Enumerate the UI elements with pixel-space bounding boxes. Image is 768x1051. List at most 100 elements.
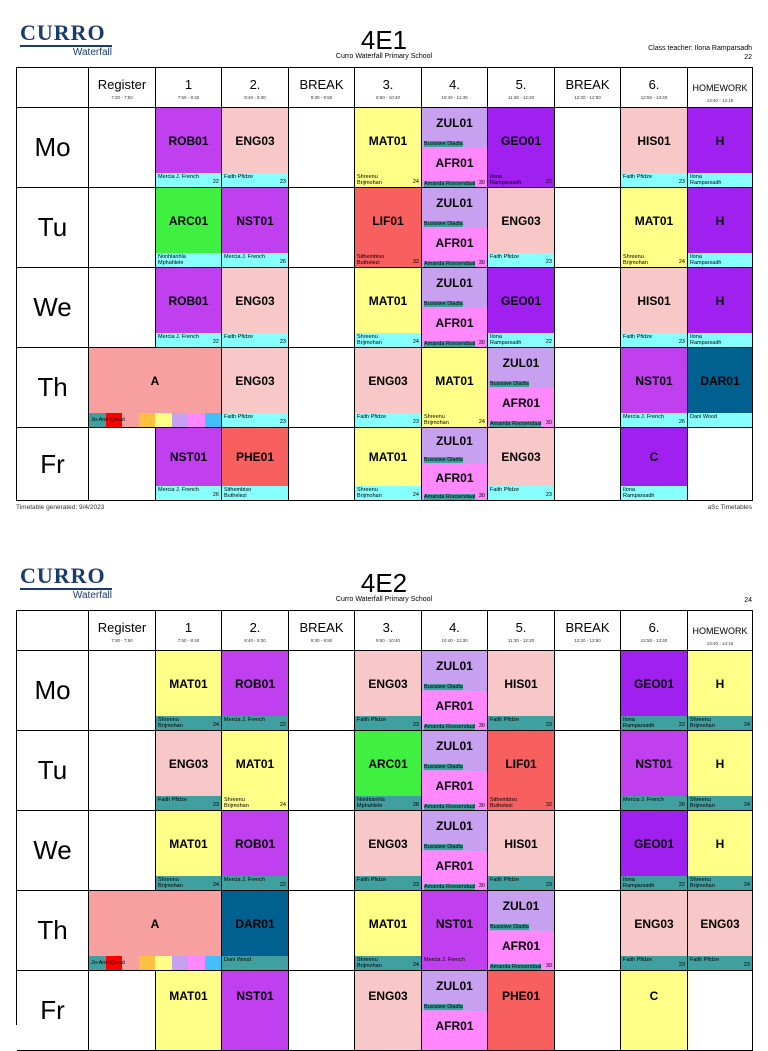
lesson-geo01[interactable]: GEO01 Ilona Ramparsadh 22 [621,651,688,731]
lesson-rob01[interactable]: ROB01 Mercia J. French 22 [222,811,289,891]
lesson-zul01-afr01[interactable]: ZUL01 Busisiwe Dladla AFR01 [422,971,488,1051]
lesson-geo01[interactable]: GEO01 Ilona Ramparsadh 22 [488,108,555,188]
lesson-nst01[interactable]: NST01 Mercia J. French 26 [222,188,289,268]
day-tu: Tu [17,731,89,811]
lesson-mat01[interactable]: MAT01 Shreenu Brijmohan 24 [156,811,222,891]
day-we: We [17,268,89,348]
lesson-zul01-afr01[interactable]: ZUL01 Busisiwe Dladla AFR01 Amanda Roosend… [422,188,488,268]
lesson-h[interactable]: H Shreenu Brijmohan 24 [688,811,753,891]
lesson-geo01[interactable]: GEO01 Ilona Ramparsadh 22 [488,268,555,348]
day-mo: Mo [17,651,89,731]
day-we: We [17,811,89,891]
lesson-h[interactable]: H Ilona Ramparsadh [688,188,753,268]
lesson-c[interactable]: C [621,971,688,1051]
lesson-eng03[interactable]: ENG03 Faith Pfidze 23 [222,268,289,348]
lesson-a[interactable]: A Jo-Ann Qwazi [89,348,222,428]
day-fr: Fr [17,971,89,1051]
lesson-lif01[interactable]: LIF01 Sithembiso Buthelezi 32 [488,731,555,811]
col-break-2: BREAK 12:20 - 12:50 [555,68,621,108]
lesson-nst01[interactable]: NST01 [222,971,289,1051]
lesson-dar01[interactable]: DAR01 Dani Wood [688,348,753,428]
lesson-eng03[interactable]: ENG03 [355,971,422,1051]
school-name: Curro Waterfall Primary School [335,596,433,603]
lesson-rob01[interactable]: ROB01 Mercia J. French 22 [222,651,289,731]
lesson-mat01[interactable]: MAT01 [156,971,222,1051]
col-homework: HOMEWORK 13:40 - 14:15 [688,68,753,108]
lesson-h[interactable]: H Ilona Ramparsadh [688,268,753,348]
lesson-his01[interactable]: HIS01 Faith Pfidze 23 [621,108,688,188]
lesson-zul01-afr01[interactable]: ZUL01 Busisiwe Dladla AFR01 Amanda Roosend… [422,428,488,501]
lesson-geo01[interactable]: GEO01 Ilona Ramparsadh 22 [621,811,688,891]
col-break-1: BREAK 9:30 - 9:50 [289,68,355,108]
lesson-c[interactable]: C Ilona Ramparsadh [621,428,688,501]
lesson-his01[interactable]: HIS01 Faith Pfidze 23 [621,268,688,348]
lesson-zul01-afr01[interactable]: ZUL01 Busisiwe Dladla AFR01 Amanda Roosend… [488,348,555,428]
lesson-zul01-afr01[interactable]: ZUL01 Busisiwe Dladla AFR01 Amanda Roosend… [422,268,488,348]
lesson-nst01[interactable]: NST01 Mercia J. French 26 [156,428,222,501]
school-name: Curro Waterfall Primary School [335,53,433,60]
col-4: 4. 10:40 - 11:30 [422,68,488,108]
col-register: Register 7:30 - 7:50 [89,68,156,108]
lesson-h[interactable]: H Ilona Ramparsadh [688,108,753,188]
lesson-eng03[interactable]: ENG03 Faith Pfidze 23 [688,891,753,971]
day-th: Th [17,891,89,971]
lesson-nst01[interactable]: NST01 Mercia J. French 26 [621,348,688,428]
lesson-zul01-afr01[interactable]: ZUL01 Busisiwe Dladla AFR01 Amanda Roosend… [422,811,488,891]
lesson-arc01[interactable]: ARC01 Nonhlanhla Mphahlele 28 [355,731,422,811]
curro-logo: CURRO Waterfall [20,563,112,601]
lesson-mat01[interactable]: MAT01 Shreenu Brijmohan 24 [156,651,222,731]
lesson-his01[interactable]: HIS01 Faith Pfidze 23 [488,651,555,731]
lesson-eng03[interactable]: ENG03 Faith Pfidze 23 [355,651,422,731]
lesson-eng03[interactable]: ENG03 Faith Pfidze 23 [222,348,289,428]
lesson-eng03[interactable]: ENG03 Faith Pfidze 23 [488,188,555,268]
lesson-eng03[interactable]: ENG03 Faith Pfidze 23 [621,891,688,971]
lesson-mat01[interactable]: MAT01 Shreenu Brijmohan 24 [355,268,422,348]
timetable-grid: Register 7:30 - 7:50 1 7:50 - 8:40 2. 8:40 … [16,67,753,501]
lesson-mat01[interactable]: MAT01 Shreenu Brijmohan 24 [355,108,422,188]
class-teacher: Class teacher: Ilona Ramparsadh 22 [648,45,752,61]
lesson-mat01[interactable]: MAT01 Shreenu Brijmohan 24 [355,428,422,501]
col-2: 2. 8:40 - 9:30 [222,68,289,108]
class-title: 4E1 [360,25,408,55]
col-1: 1 7:50 - 8:40 [156,68,222,108]
lesson-eng03[interactable]: ENG03 Faith Pfidze 23 [222,108,289,188]
lesson-zul01-afr01[interactable]: ZUL01 Busisiwe Dladla AFR01 Amanda Roosend… [422,108,488,188]
lesson-h[interactable]: H Shreenu Brijmohan 24 [688,651,753,731]
lesson-eng03[interactable]: ENG03 Faith Pfidze 23 [156,731,222,811]
lesson-phe01[interactable]: PHE01 Sithembiso Buthelezi [222,428,289,501]
day-mo: Mo [17,108,89,188]
lesson-eng03[interactable]: ENG03 Faith Pfidze 23 [355,348,422,428]
lesson-zul01-afr01[interactable]: ZUL01 Busisiwe Dladla AFR01 Amanda Roosend… [488,891,555,971]
lesson-lif01[interactable]: LIF01 Sithembiso Buthelezi 32 [355,188,422,268]
col-3: 3. 9:50 - 10:40 [355,68,422,108]
class-title: 4E2 [360,568,408,598]
lesson-eng03[interactable]: ENG03 Faith Pfidze 23 [355,811,422,891]
lesson-zul01-afr01[interactable]: ZUL01 Busisiwe Dladla AFR01 Amanda Roosend… [422,651,488,731]
lesson-mat01[interactable]: MAT01 Shreenu Brijmohan 24 [355,891,422,971]
lesson-a[interactable]: A Jo-Ann Qwazi [89,891,222,971]
lesson-rob01[interactable]: ROB01 Mercia J. French 22 [156,268,222,348]
lesson-mat01[interactable]: MAT01 Shreenu Brijmohan 24 [422,348,488,428]
day-tu: Tu [17,188,89,268]
lesson-zul01-afr01[interactable]: ZUL01 Busisiwe Dladla AFR01 Amanda Roosend… [422,731,488,811]
day-fr: Fr [17,428,89,501]
lesson-mat01[interactable]: MAT01 Shreenu Brijmohan 24 [222,731,289,811]
col-5: 5. 11:30 - 12:20 [488,68,555,108]
asc-credit: aSc Timetables [707,504,752,511]
lesson-nst01[interactable]: NST01 Mercia J. French 26 [621,731,688,811]
lesson-phe01[interactable]: PHE01 [488,971,555,1051]
day-th: Th [17,348,89,428]
lesson-eng03[interactable]: ENG03 Faith Pfidze 23 [488,428,555,501]
lesson-rob01[interactable]: ROB01 Mercia J. French 22 [156,108,222,188]
lesson-his01[interactable]: HIS01 Faith Pfidze 23 [488,811,555,891]
col-6: 6. 12:50 - 13:40 [621,68,688,108]
lesson-arc01[interactable]: ARC01 Nonhlanhla Mphahlele [156,188,222,268]
room-number: 24 [744,597,752,604]
lesson-mat01[interactable]: MAT01 Shreenu Brijmohan 24 [621,188,688,268]
lesson-dar01[interactable]: DAR01 Dani Wood [222,891,289,971]
timetable-grid: Register 7:30 - 7:50 1 7:50 - 8:40 2. 8:40 … [16,610,753,1051]
lesson-h[interactable]: H Shreenu Brijmohan 24 [688,731,753,811]
lesson-nst01[interactable]: NST01 Mercia J. French [422,891,488,971]
curro-logo: CURRO Waterfall [20,20,112,58]
generated-date: Timetable generated: 9/4/2023 [16,504,105,511]
